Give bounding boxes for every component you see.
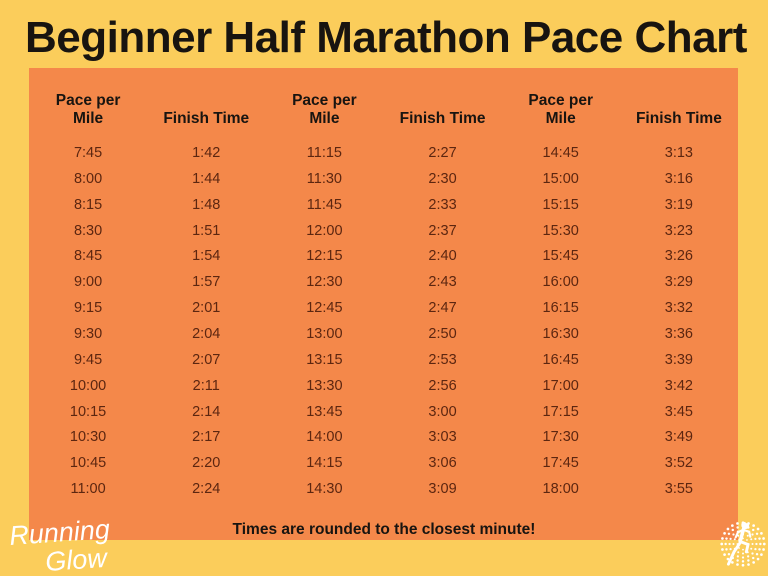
svg-text:Glow: Glow <box>44 543 109 576</box>
